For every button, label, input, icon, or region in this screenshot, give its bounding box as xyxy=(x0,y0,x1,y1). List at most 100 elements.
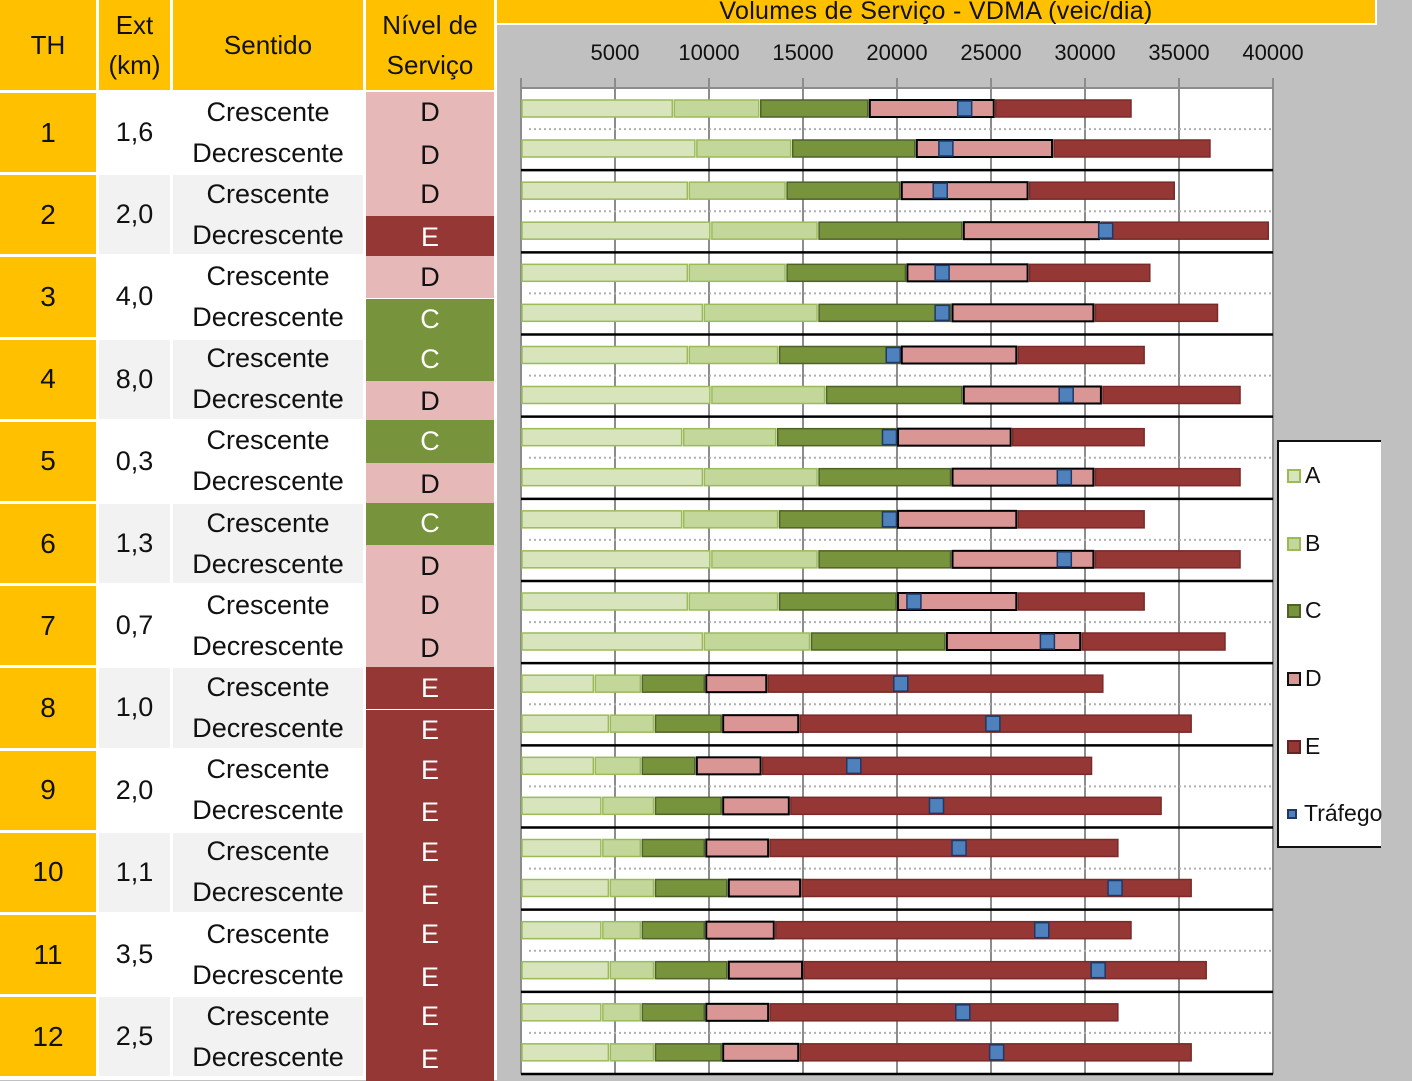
bar-segment-a xyxy=(521,714,610,733)
sentido-cell: Crescente Decrescente xyxy=(173,750,363,830)
nivel-servico-cell: D xyxy=(366,380,494,424)
sentido-label: Crescente xyxy=(206,178,330,209)
nivel-servico-cell: C xyxy=(366,298,494,342)
bar-segment-c xyxy=(818,303,952,323)
bar-segment-a xyxy=(521,345,689,365)
nivel-servico-cell: E xyxy=(366,791,494,835)
ext-cell: 1,1 xyxy=(99,832,170,912)
bar-segment-a xyxy=(521,303,704,323)
header-nivel: Nível de Serviço xyxy=(366,0,494,90)
bar-segment-b xyxy=(602,838,642,858)
service-level-table: TH Ext (km) Sentido Nível de Serviço 1 1,… xyxy=(0,0,497,1081)
bar-segment-c xyxy=(654,796,722,816)
legend-item-c: C xyxy=(1287,597,1322,624)
bar-segment-a xyxy=(521,592,689,611)
bar-segment-b xyxy=(609,878,655,898)
bar-segment-a xyxy=(521,960,610,980)
traffic-marker xyxy=(1034,921,1050,939)
nivel-servico-cell: E xyxy=(366,873,494,917)
bar-segment-e xyxy=(1011,427,1145,447)
traffic-marker xyxy=(955,1004,971,1021)
nivel-servico-cell: D xyxy=(366,462,494,506)
legend-swatch-d xyxy=(1287,671,1301,686)
legend-item-b: B xyxy=(1287,530,1320,557)
traffic-marker xyxy=(1056,468,1073,486)
bar-segment-a xyxy=(521,796,602,816)
nivel-servico-cell: D xyxy=(366,584,494,628)
sentido-cell: Crescente Decrescente xyxy=(173,339,363,419)
bar-segment-d xyxy=(951,303,1095,323)
bar-segment-b xyxy=(602,920,642,940)
bar-segment-d xyxy=(727,878,802,898)
bar-segment-b xyxy=(594,756,642,776)
traffic-marker xyxy=(846,757,862,775)
traffic-marker xyxy=(928,797,945,815)
bar-segment-a xyxy=(521,878,610,898)
header-nivel-line1: Nível de xyxy=(382,9,478,40)
bar-segment-e xyxy=(1094,303,1219,323)
header-ext-line2: (km) xyxy=(108,50,161,80)
legend-label-d: D xyxy=(1305,665,1322,691)
bar-segment-e xyxy=(761,756,1093,776)
th-cell: 9 xyxy=(0,750,96,830)
bar-segment-b xyxy=(688,181,786,200)
bar-segment-a xyxy=(521,427,683,447)
traffic-marker xyxy=(932,182,948,199)
traffic-marker xyxy=(1090,961,1106,979)
x-tick-label: 40000 xyxy=(1242,40,1303,65)
bar-segment-a xyxy=(521,674,595,693)
sentido-label: Crescente xyxy=(206,425,330,456)
legend-swatch-a xyxy=(1287,468,1301,483)
x-tick-label: 25000 xyxy=(960,40,1021,65)
header-ext-line1: Ext xyxy=(115,9,154,40)
sentido-label: Decrescente xyxy=(192,712,344,743)
bar-segment-d xyxy=(897,592,1018,611)
sentido-label: Crescente xyxy=(206,507,330,538)
bar-segment-c xyxy=(641,920,705,940)
bar-segment-c xyxy=(818,221,963,240)
bar-segment-a xyxy=(521,181,689,200)
sentido-label: Crescente xyxy=(206,754,330,785)
ext-cell: 2,0 xyxy=(99,175,170,255)
legend-swatch-e xyxy=(1287,739,1301,754)
legend-label-b: B xyxy=(1305,530,1321,556)
bar-segment-d xyxy=(727,960,803,980)
bar-segment-e xyxy=(767,674,1104,693)
sentido-cell: Crescente Decrescente xyxy=(173,504,363,584)
bar-segment-a xyxy=(521,838,602,858)
x-tick-label: 35000 xyxy=(1148,40,1209,65)
nivel-servico-cell: E xyxy=(366,831,494,874)
x-tick-label: 10000 xyxy=(678,40,739,65)
legend-label-c: C xyxy=(1305,597,1322,623)
bar-segment-c xyxy=(778,592,897,611)
bar-segment-d xyxy=(705,920,775,940)
bar-segment-c xyxy=(818,550,952,569)
bar-segment-a xyxy=(521,756,595,776)
bar-segment-d xyxy=(951,467,1095,487)
nivel-servico-cell: D xyxy=(366,255,494,299)
bar-segment-d xyxy=(722,714,800,734)
traffic-marker xyxy=(893,675,909,692)
bar-segment-d xyxy=(705,674,768,694)
traffic-marker xyxy=(1058,386,1074,404)
sentido-cell: Crescente Decrescente xyxy=(173,93,363,173)
header-th-label: TH xyxy=(30,29,66,60)
bar-segment-e xyxy=(995,99,1132,118)
bar-segment-c xyxy=(786,263,907,283)
traffic-marker xyxy=(956,100,973,117)
sentido-label: Crescente xyxy=(206,918,330,949)
x-tick-label: 15000 xyxy=(772,40,833,65)
th-cell: 8 xyxy=(0,668,96,748)
nivel-servico-cell: E xyxy=(366,709,494,753)
bar-segment-e xyxy=(769,838,1119,858)
traffic-marker xyxy=(951,839,967,857)
sentido-label: Decrescente xyxy=(192,877,344,908)
traffic-marker xyxy=(1107,879,1123,897)
sentido-label: Decrescente xyxy=(192,219,344,250)
header-th: TH xyxy=(0,0,96,90)
nivel-servico-cell: E xyxy=(366,216,494,259)
bar-segment-d xyxy=(900,181,1029,201)
bar-segment-b xyxy=(594,674,642,693)
ext-cell: 2,0 xyxy=(99,750,170,830)
th-cell: 11 xyxy=(0,915,96,995)
